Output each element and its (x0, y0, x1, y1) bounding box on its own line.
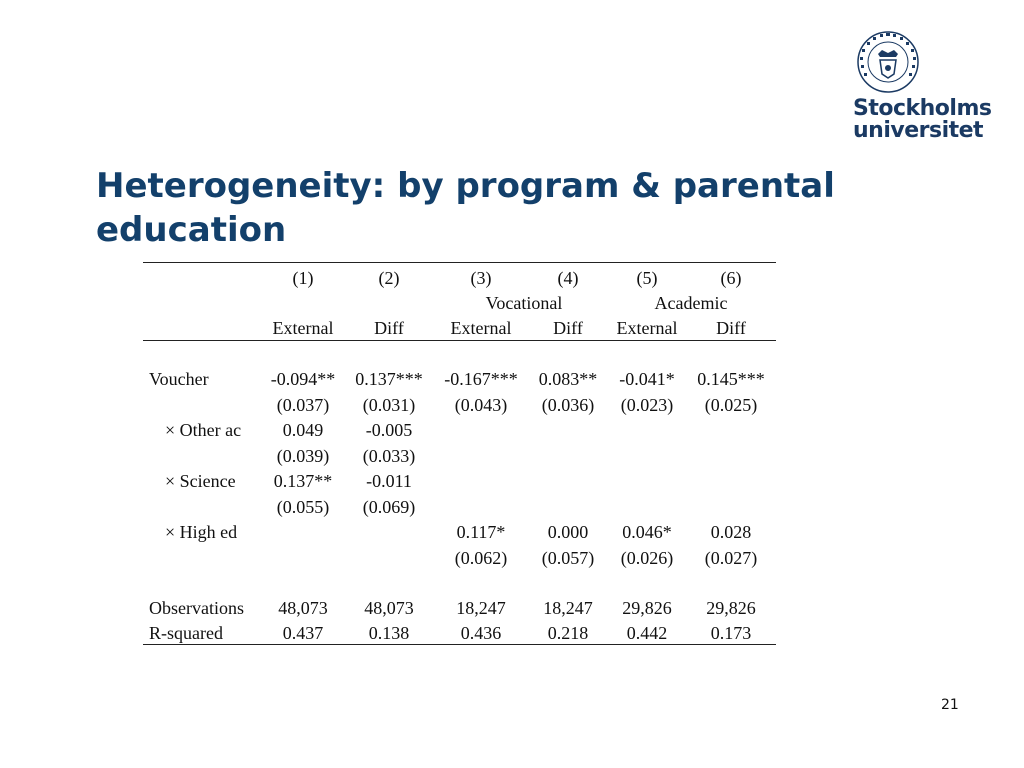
coef-cell: 0.049 (282, 420, 324, 440)
row-label: Voucher (149, 369, 209, 389)
se-cell: (0.069) (362, 496, 416, 517)
coef-cell: 0.000 (547, 522, 589, 542)
stat-cell: 18,247 (543, 598, 593, 618)
stat-cell: 0.173 (710, 623, 752, 643)
stat-label: Observations (149, 598, 244, 618)
se-cell: (0.033) (362, 445, 416, 466)
coef-cell: -0.005 (365, 420, 413, 440)
column-type: Diff (716, 318, 746, 338)
stat-cell: 18,247 (456, 598, 506, 618)
coef-cell: -0.011 (366, 471, 412, 491)
se-cell: (0.031) (362, 394, 416, 415)
se-cell: (0.039) (276, 445, 330, 466)
row-label: × Science (165, 471, 236, 491)
stat-cell: 0.138 (368, 623, 410, 643)
column-number: (5) (636, 268, 658, 288)
stat-label: R-squared (149, 623, 223, 643)
slide-title: Heterogeneity: by program & parental edu… (96, 166, 835, 250)
se-cell: (0.025) (704, 394, 758, 415)
se-cell: (0.057) (541, 547, 595, 568)
coef-cell: 0.117* (456, 522, 506, 542)
university-seal-icon (857, 31, 919, 93)
logo-text: Stockholms universitet (853, 96, 992, 143)
coef-cell: 0.083** (538, 369, 598, 389)
se-cell: (0.036) (541, 394, 595, 415)
coef-cell: 0.046* (622, 522, 672, 542)
group-header-vocational: Vocational (485, 293, 563, 313)
column-number: (2) (378, 268, 400, 288)
coef-cell: 0.028 (710, 522, 752, 542)
se-cell: (0.023) (620, 394, 674, 415)
logo-line-1: Stockholms (853, 96, 992, 121)
page-number: 21 (941, 697, 959, 713)
stat-cell: 0.437 (282, 623, 324, 643)
se-cell: (0.026) (620, 547, 674, 568)
stat-cell: 29,826 (706, 598, 756, 618)
se-cell: (0.055) (276, 496, 330, 517)
se-cell: (0.043) (454, 394, 508, 415)
column-number: (4) (557, 268, 579, 288)
university-logo: Stockholms universitet (848, 30, 992, 145)
coef-cell: 0.137** (273, 471, 333, 491)
column-number: (3) (470, 268, 492, 288)
column-type: External (450, 318, 512, 338)
coef-cell: -0.094** (270, 369, 336, 389)
stat-cell: 48,073 (278, 598, 328, 618)
stat-cell: 29,826 (622, 598, 672, 618)
column-type: Diff (553, 318, 583, 338)
coef-cell: 0.137*** (355, 369, 423, 389)
coef-cell: -0.041* (619, 369, 675, 389)
se-cell: (0.037) (276, 394, 330, 415)
stat-cell: 48,073 (364, 598, 414, 618)
logo-line-2: universitet (853, 118, 984, 143)
row-label: × Other ac (165, 420, 242, 440)
coef-cell: 0.145*** (697, 369, 765, 389)
se-cell: (0.027) (704, 547, 758, 568)
stat-cell: 0.436 (460, 623, 502, 643)
row-label: × High ed (165, 522, 238, 542)
column-type: External (272, 318, 334, 338)
column-type: Diff (374, 318, 404, 338)
se-cell: (0.062) (454, 547, 508, 568)
group-header-academic: Academic (654, 293, 728, 313)
column-number: (1) (292, 268, 314, 288)
column-number: (6) (720, 268, 742, 288)
table-top-rule (143, 262, 776, 263)
coef-cell: -0.167*** (444, 369, 518, 389)
stat-cell: 0.218 (547, 623, 589, 643)
table-bottom-rule (143, 644, 776, 645)
stat-cell: 0.442 (626, 623, 668, 643)
column-type: External (616, 318, 678, 338)
table-header-rule (143, 340, 776, 341)
